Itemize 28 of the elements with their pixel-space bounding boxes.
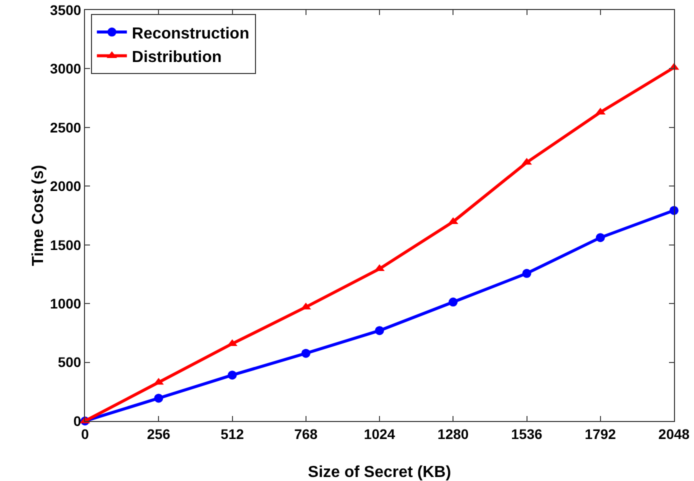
y-tick-label: 500 <box>58 354 82 370</box>
x-tick-label: 256 <box>146 426 171 442</box>
y-tick-label: 2000 <box>50 178 82 194</box>
point <box>154 394 164 403</box>
x-axis-title: Size of Secret (KB) <box>308 464 452 481</box>
point <box>228 370 237 380</box>
y-tick-label: 2500 <box>50 119 82 136</box>
x-tick-label: 2048 <box>658 426 690 442</box>
point <box>448 298 458 307</box>
point <box>301 348 310 358</box>
x-tick-label: 1536 <box>511 426 543 442</box>
point <box>522 268 532 278</box>
y-axis-title: Time Cost (s) <box>30 164 47 266</box>
legend-label: Distribution <box>132 49 222 66</box>
point <box>522 158 532 165</box>
y-tick-label: 1500 <box>50 236 82 253</box>
x-tick-label: 512 <box>220 426 244 442</box>
y-tick-label: 3000 <box>50 60 82 77</box>
point <box>596 233 605 242</box>
y-tick-label: 1000 <box>50 295 82 312</box>
point <box>375 326 384 336</box>
legend-label: Reconstruction <box>132 25 250 42</box>
y-tick-label: 0 <box>73 412 82 429</box>
x-tick-label: 1280 <box>438 426 469 442</box>
x-tick-label: 768 <box>294 426 318 442</box>
y-tick-label: 3500 <box>50 2 82 18</box>
x-tick-label: 1024 <box>364 426 396 442</box>
x-tick-label: 1792 <box>584 426 616 442</box>
